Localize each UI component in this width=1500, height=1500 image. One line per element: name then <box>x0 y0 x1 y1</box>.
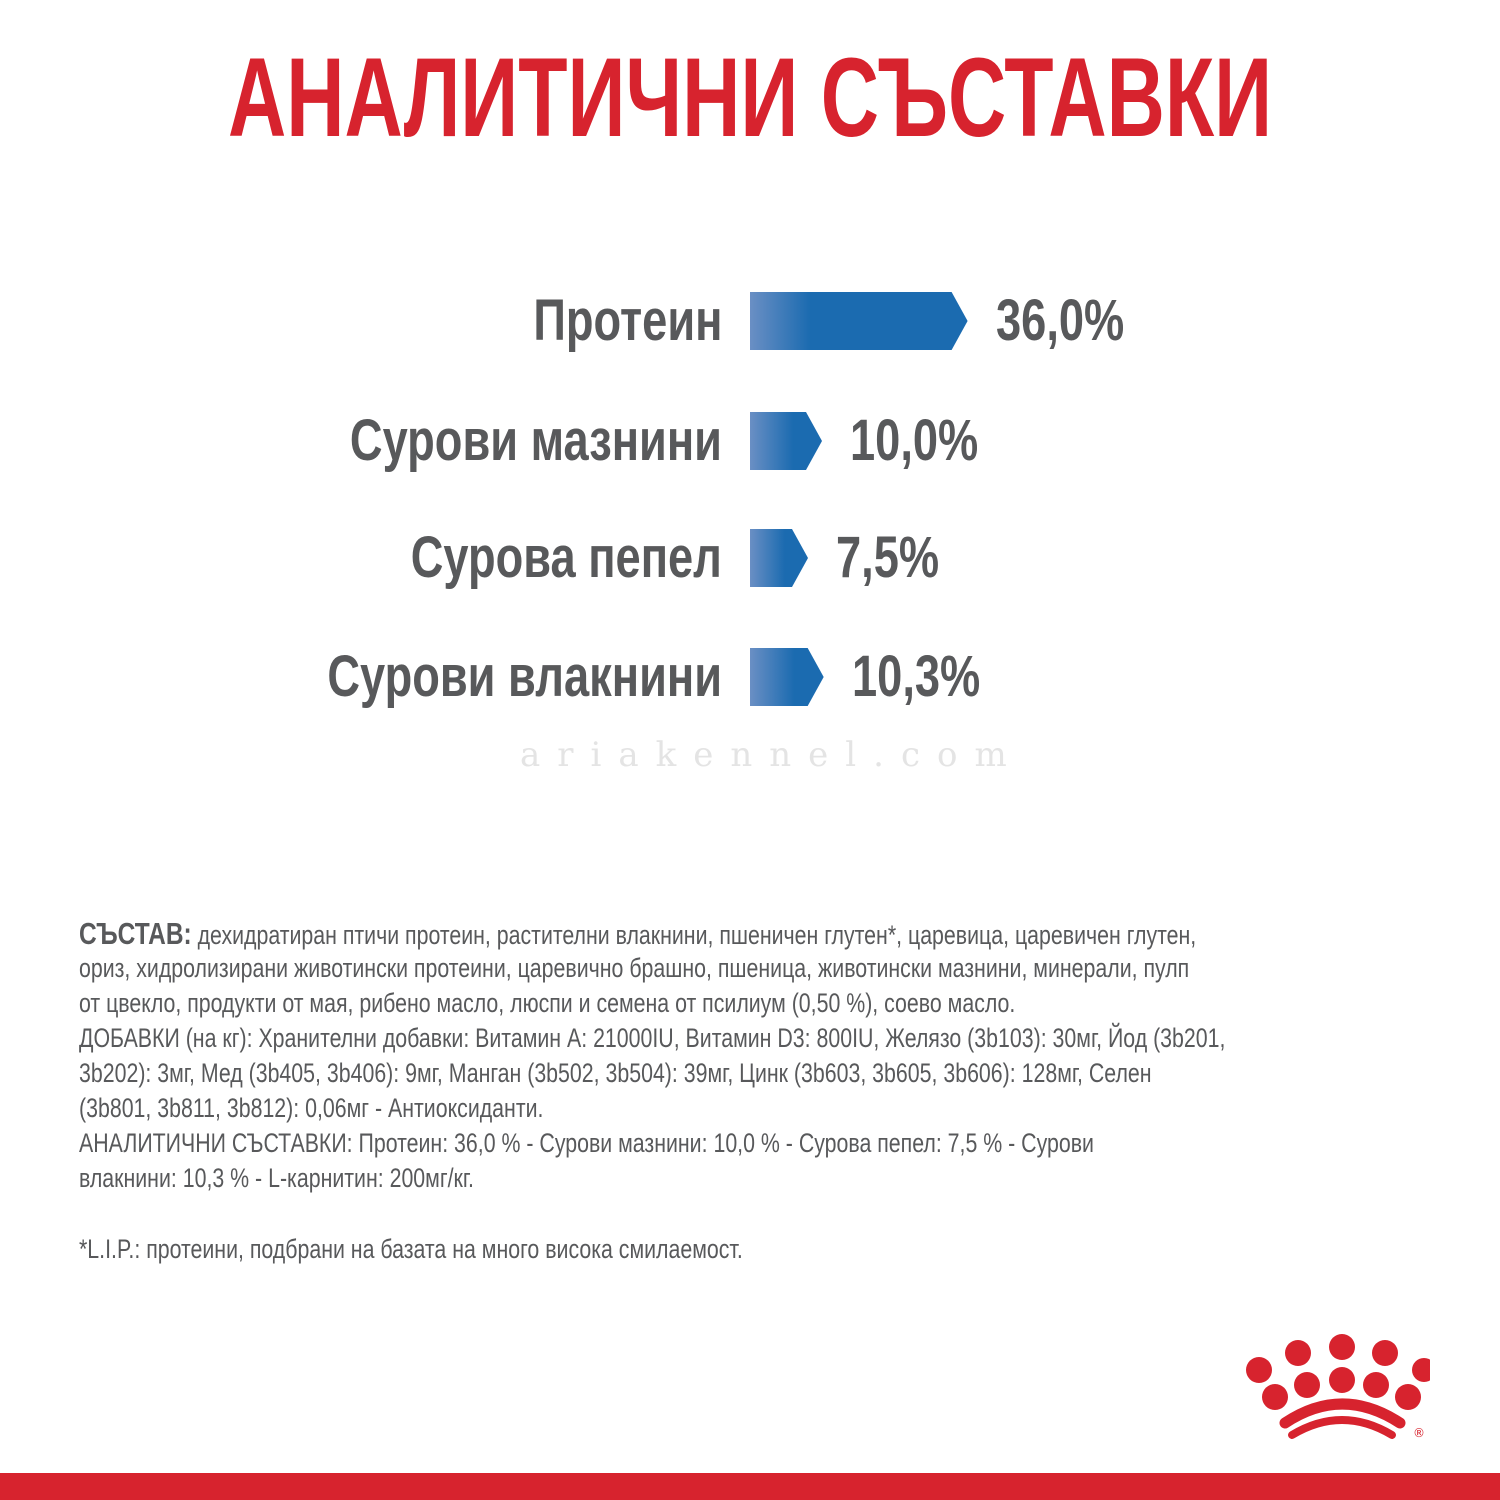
page-title: АНАЛИТИЧНИ СЪСТАВКИ <box>0 38 1500 158</box>
composition-line: ориз, хидролизирани животински протеини,… <box>79 953 1190 983</box>
bar <box>750 412 822 470</box>
chart-row: Сурова пепел 7,5% <box>0 525 1500 590</box>
bar-shape <box>750 648 824 706</box>
category-label: Сурова пепел <box>410 525 722 590</box>
page-title-text: АНАЛИТИЧНИ СЪСТАВКИ <box>227 35 1273 160</box>
bar-shape <box>750 412 822 470</box>
analytical-line: влакнини: 10,3 % - L-карнитин: 200мг/кг. <box>79 1163 474 1193</box>
composition-line: от цвекло, продукти от мая, рибено масло… <box>79 988 1016 1018</box>
additives-line: 3b202): 3мг, Мед (3b405, 3b406): 9мг, Ма… <box>79 1058 1152 1088</box>
bar <box>750 292 968 350</box>
category-label: Сурови мазнини <box>349 408 722 473</box>
composition-heading: СЪСТАВ: <box>79 916 192 951</box>
value-label: 10,3% <box>851 644 980 709</box>
composition-line-text: дехидратиран птичи протеин, растителни в… <box>191 920 1197 950</box>
bar <box>750 648 824 706</box>
analytical-line: АНАЛИТИЧНИ СЪСТАВКИ: Протеин: 36,0 % - С… <box>79 1128 1094 1158</box>
watermark: ariakennel.com <box>520 735 1024 775</box>
chart-row: Сурови влакнини 10,3% <box>0 644 1500 709</box>
bar <box>750 529 808 587</box>
crown-logo-icon: ® <box>1246 1334 1430 1440</box>
bar-shape <box>750 529 808 587</box>
category-label: Протеин <box>532 288 722 353</box>
bar-shape <box>750 292 968 350</box>
category-label: Сурови влакнини <box>327 644 722 709</box>
additives-line: (3b801, 3b811, 3b812): 0,06мг - Антиокси… <box>79 1093 544 1123</box>
composition-text: СЪСТАВ: дехидратиран птичи протеин, раст… <box>79 916 1500 1196</box>
registered-mark: ® <box>1413 1426 1425 1440</box>
chart-row: Протеин 36,0% <box>0 288 1500 353</box>
additives-line: ДОБАВКИ (на кг): Хранителни добавки: Вит… <box>79 1023 1226 1053</box>
footer-bar <box>0 1473 1500 1500</box>
value-label: 36,0% <box>995 288 1124 353</box>
value-label: 10,0% <box>850 408 979 473</box>
composition-line: СЪСТАВ: дехидратиран птичи протеин, раст… <box>79 916 1225 951</box>
chart-row: Сурови мазнини 10,0% <box>0 408 1500 473</box>
value-label: 7,5% <box>836 525 940 590</box>
footnote: *L.I.P.: протеини, подбрани на базата на… <box>79 1234 743 1264</box>
